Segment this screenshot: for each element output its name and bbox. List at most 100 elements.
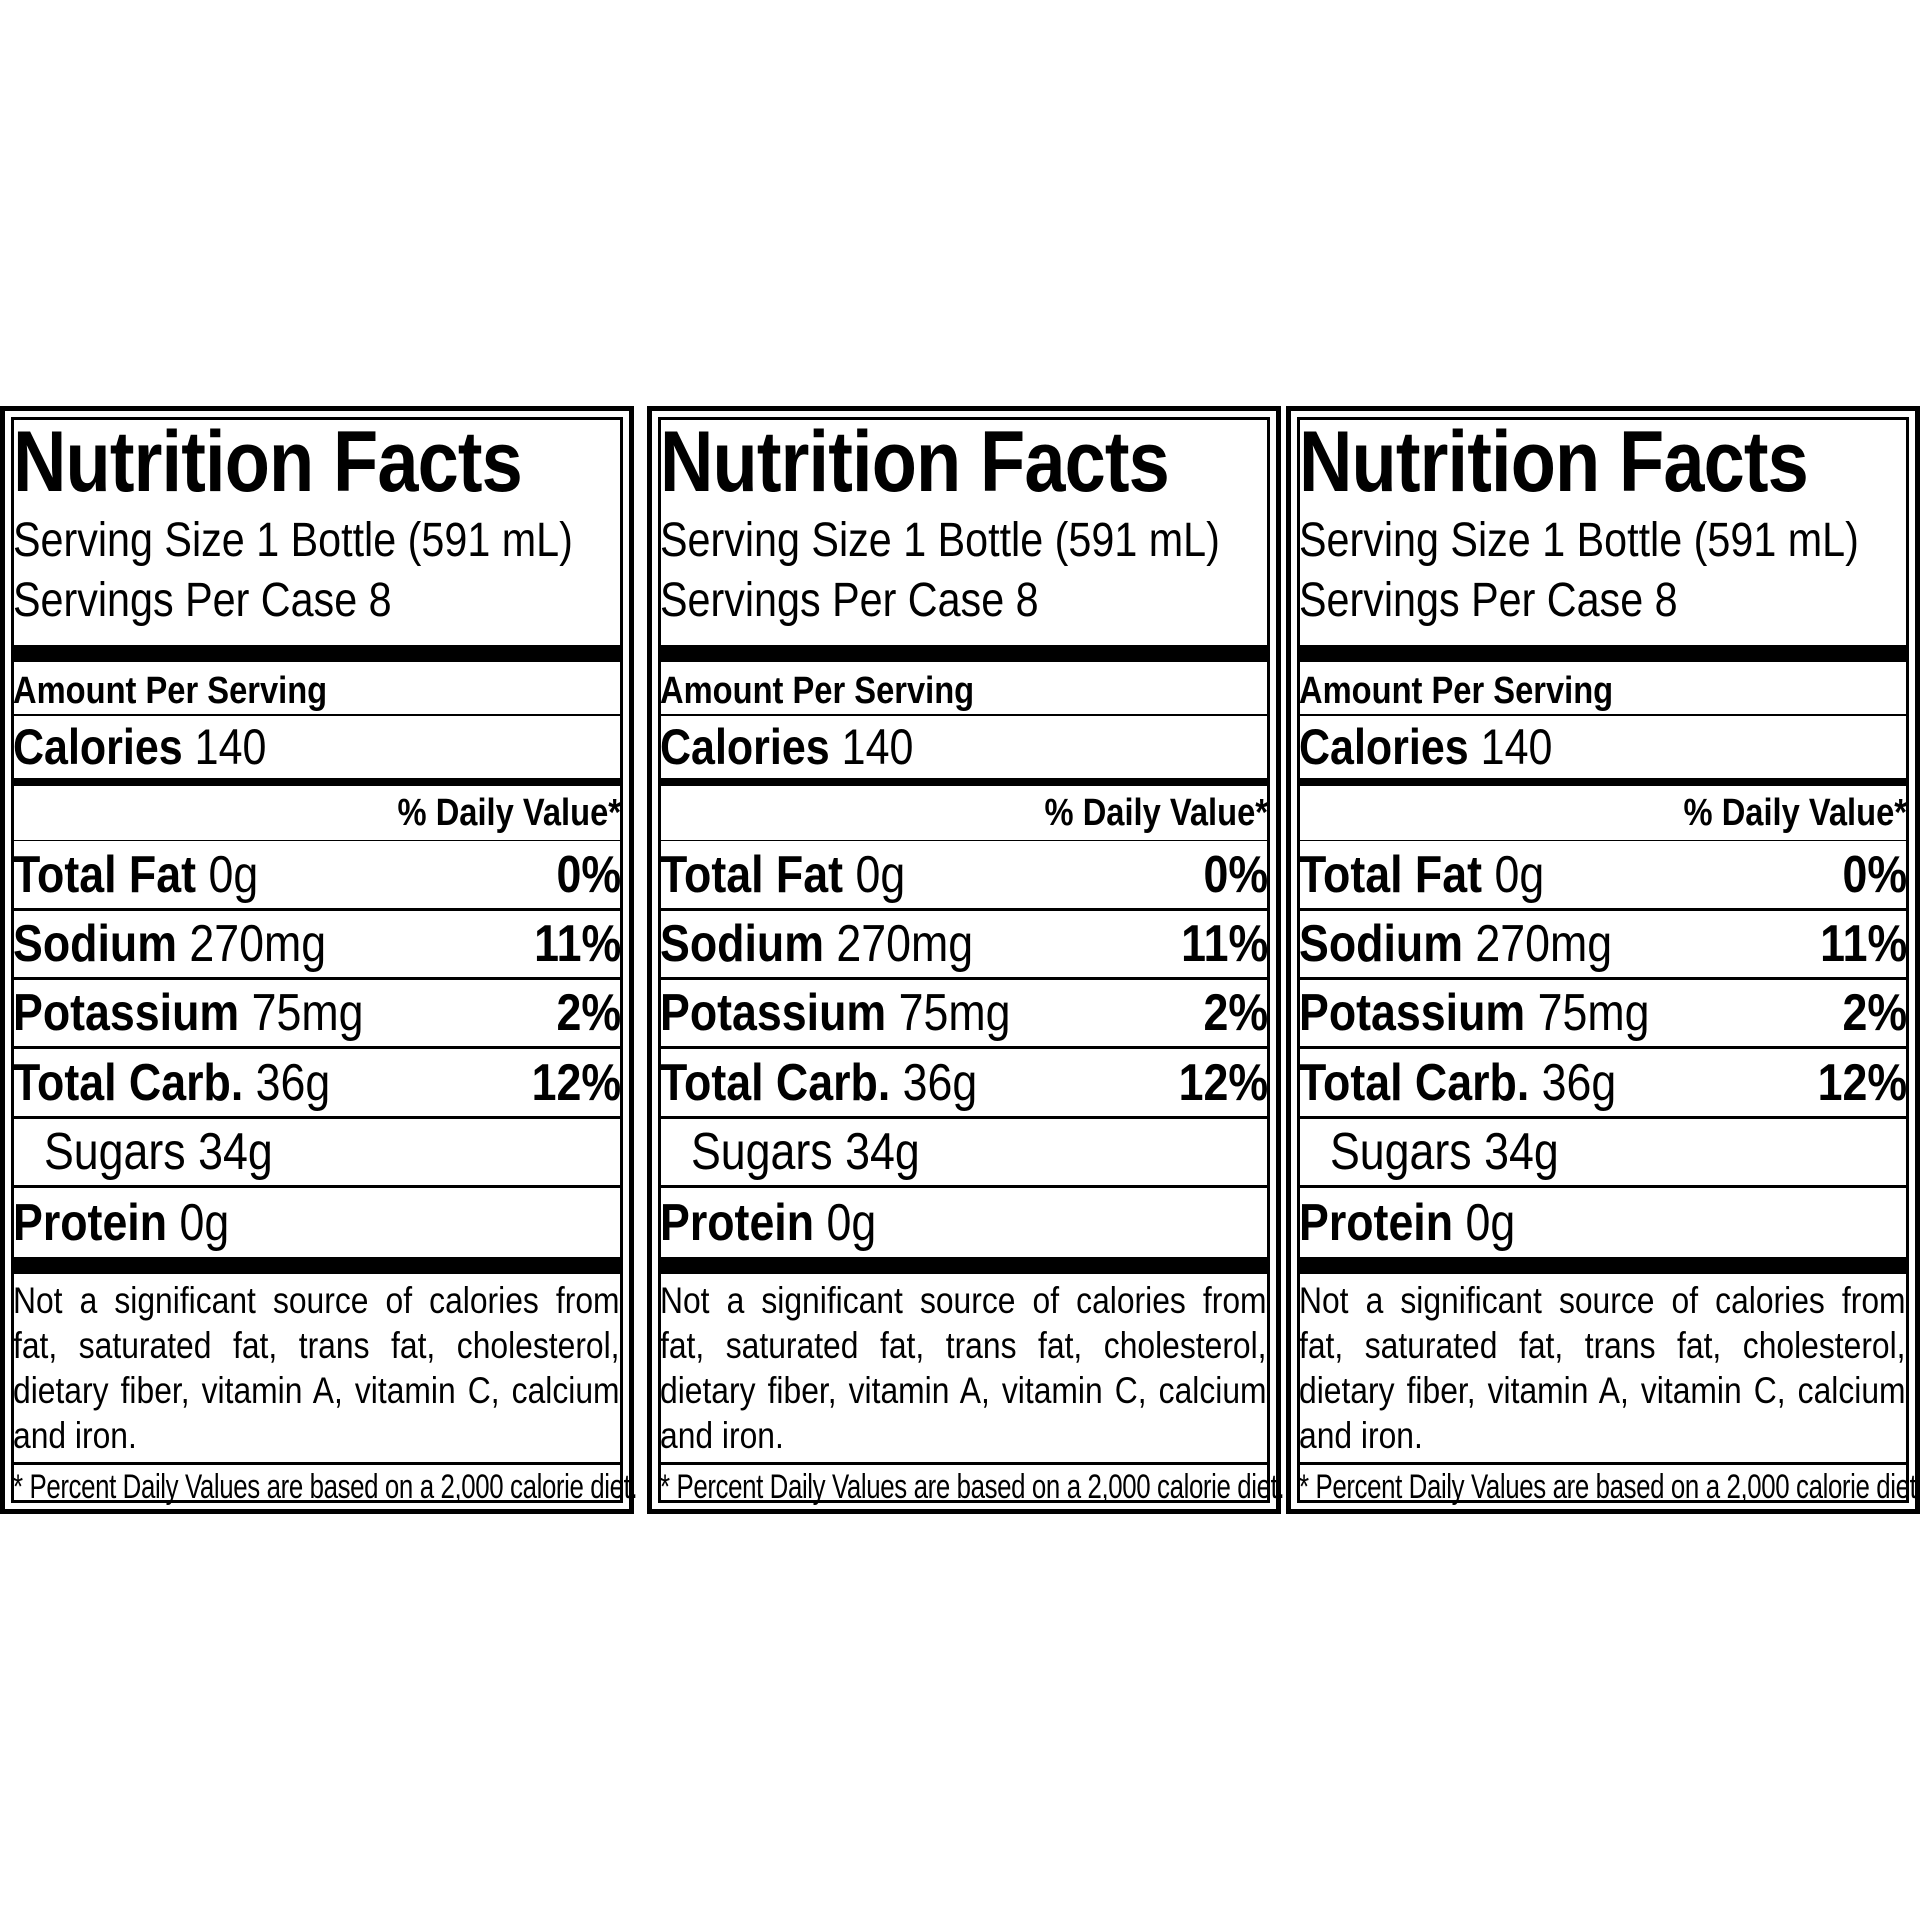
nutrient-row-sugars: Sugars 34g bbox=[13, 1119, 621, 1188]
nutrient-amount: 0g bbox=[179, 1193, 230, 1252]
thin-divider bbox=[660, 1462, 1268, 1466]
panel-content: Nutrition Facts Serving Size 1 Bottle (5… bbox=[1299, 411, 1920, 1509]
nutrient-name: Potassium bbox=[13, 984, 240, 1043]
panel-content: Nutrition Facts Serving Size 1 Bottle (5… bbox=[13, 411, 638, 1509]
thin-divider bbox=[13, 839, 621, 842]
thin-divider bbox=[660, 839, 1268, 842]
nutrient-daily-value: 2% bbox=[1203, 984, 1268, 1043]
nutrient-amount: 75mg bbox=[251, 984, 364, 1043]
nutrient-amount: 0g bbox=[1465, 1193, 1516, 1252]
thick-divider bbox=[13, 645, 621, 663]
nutrient-daily-value: 12% bbox=[1817, 1053, 1907, 1112]
nutrient-daily-value: 0% bbox=[556, 845, 621, 904]
nutrient-name: Sodium bbox=[13, 914, 177, 973]
nutrient-daily-value: 12% bbox=[1178, 1053, 1268, 1112]
panel-title: Nutrition Facts bbox=[1299, 414, 1809, 510]
daily-value-footnote: * Percent Daily Values are based on a 2,… bbox=[13, 1468, 638, 1507]
nutrient-row: Potassium 75mg 2% bbox=[13, 980, 621, 1050]
calories-value: 140 bbox=[194, 718, 267, 775]
nutrient-row: Sodium 270mg 11% bbox=[660, 911, 1268, 981]
nutrient-row: Potassium 75mg 2% bbox=[660, 980, 1268, 1050]
nutrient-row: Total Fat 0g 0% bbox=[13, 841, 621, 911]
panel-inner-border bbox=[1297, 417, 1909, 1503]
not-significant-note: Not a significant source of calories fro… bbox=[1299, 1280, 1906, 1457]
nutrient-row-protein: Protein 0g bbox=[1299, 1188, 1907, 1257]
nutrient-amount: 36g bbox=[1541, 1053, 1617, 1112]
thin-divider bbox=[1299, 714, 1907, 716]
calories-value: 140 bbox=[1480, 718, 1553, 775]
panel-inner-border bbox=[11, 417, 623, 1503]
thick-divider bbox=[1299, 1257, 1907, 1275]
calories-line: Calories 140 bbox=[1299, 716, 1822, 778]
nutrient-amount: 270mg bbox=[1475, 914, 1613, 973]
nutrient-daily-value: 11% bbox=[1180, 914, 1268, 973]
nutrient-amount: 36g bbox=[902, 1053, 978, 1112]
calories-label: Calories bbox=[660, 718, 830, 775]
not-significant-note: Not a significant source of calories fro… bbox=[660, 1280, 1267, 1457]
nutrient-daily-value: 2% bbox=[556, 984, 621, 1043]
thick-divider bbox=[1299, 645, 1907, 663]
nutrient-name: Sodium bbox=[660, 914, 824, 973]
daily-value-header: % Daily Value* bbox=[1683, 791, 1907, 834]
nutrient-name: Protein bbox=[660, 1193, 815, 1252]
nutrient-daily-value: 0% bbox=[1203, 845, 1268, 904]
nutrient-row: Total Fat 0g 0% bbox=[1299, 841, 1907, 911]
medium-divider bbox=[13, 777, 621, 786]
nutrient-amount: 0g bbox=[826, 1193, 877, 1252]
calories-label: Calories bbox=[13, 718, 183, 775]
calories-value: 140 bbox=[841, 718, 914, 775]
daily-value-footnote: * Percent Daily Values are based on a 2,… bbox=[660, 1468, 1285, 1507]
nutrient-amount: 75mg bbox=[1537, 984, 1650, 1043]
serving-size: Serving Size 1 Bottle (591 mL) bbox=[660, 514, 1220, 567]
nutrient-name: Sugars bbox=[43, 1122, 186, 1181]
nutrient-name: Sugars bbox=[1329, 1122, 1472, 1181]
nutrient-daily-value: 12% bbox=[531, 1053, 621, 1112]
thin-divider bbox=[13, 1462, 621, 1466]
nutrition-facts-panel: Nutrition Facts Serving Size 1 Bottle (5… bbox=[0, 406, 638, 1514]
nutrient-name: Total Fat bbox=[660, 845, 844, 904]
panel-title: Nutrition Facts bbox=[13, 414, 523, 510]
calories-line: Calories 140 bbox=[660, 716, 1183, 778]
nutrient-row-protein: Protein 0g bbox=[660, 1188, 1268, 1257]
thin-divider bbox=[1299, 1462, 1907, 1466]
nutrition-labels: Nutrition Facts Serving Size 1 Bottle (5… bbox=[0, 406, 1920, 1514]
amount-per-serving: Amount Per Serving bbox=[13, 670, 328, 713]
thick-divider bbox=[13, 1257, 621, 1275]
nutrient-row-protein: Protein 0g bbox=[13, 1188, 621, 1257]
daily-value-header: % Daily Value* bbox=[1044, 791, 1268, 834]
serving-size: Serving Size 1 Bottle (591 mL) bbox=[13, 514, 573, 567]
serving-size: Serving Size 1 Bottle (591 mL) bbox=[1299, 514, 1859, 567]
nutrient-name: Potassium bbox=[660, 984, 887, 1043]
daily-value-footnote: * Percent Daily Values are based on a 2,… bbox=[1299, 1468, 1920, 1507]
nutrient-daily-value: 2% bbox=[1842, 984, 1907, 1043]
nutrient-daily-value: 11% bbox=[533, 914, 621, 973]
not-significant-note: Not a significant source of calories fro… bbox=[13, 1280, 620, 1457]
nutrient-name: Protein bbox=[13, 1193, 168, 1252]
nutrition-facts-panel: Nutrition Facts Serving Size 1 Bottle (5… bbox=[647, 406, 1285, 1514]
nutrient-row-sugars: Sugars 34g bbox=[660, 1119, 1268, 1188]
nutrient-name: Total Carb. bbox=[660, 1053, 891, 1112]
nutrient-daily-value: 0% bbox=[1842, 845, 1907, 904]
nutrient-name: Potassium bbox=[1299, 984, 1526, 1043]
panel-content: Nutrition Facts Serving Size 1 Bottle (5… bbox=[660, 411, 1285, 1509]
amount-per-serving: Amount Per Serving bbox=[1299, 670, 1614, 713]
panel-inner-border bbox=[658, 417, 1270, 1503]
thin-divider bbox=[660, 714, 1268, 716]
nutrient-name: Sugars bbox=[690, 1122, 833, 1181]
nutrient-name: Total Fat bbox=[13, 845, 197, 904]
nutrient-row: Total Carb. 36g 12% bbox=[13, 1049, 621, 1119]
medium-divider bbox=[660, 777, 1268, 786]
nutrient-row: Total Carb. 36g 12% bbox=[660, 1049, 1268, 1119]
nutrient-daily-value: 11% bbox=[1819, 914, 1907, 973]
nutrient-amount: 34g bbox=[845, 1122, 920, 1181]
nutrient-name: Protein bbox=[1299, 1193, 1454, 1252]
calories-line: Calories 140 bbox=[13, 716, 536, 778]
nutrient-amount: 270mg bbox=[189, 914, 327, 973]
nutrient-name: Sodium bbox=[1299, 914, 1463, 973]
nutrient-row: Potassium 75mg 2% bbox=[1299, 980, 1907, 1050]
nutrition-facts-panel: Nutrition Facts Serving Size 1 Bottle (5… bbox=[1286, 406, 1920, 1514]
nutrient-amount: 36g bbox=[255, 1053, 331, 1112]
thin-divider bbox=[13, 714, 621, 716]
nutrient-name: Total Carb. bbox=[1299, 1053, 1530, 1112]
daily-value-header: % Daily Value* bbox=[397, 791, 621, 834]
